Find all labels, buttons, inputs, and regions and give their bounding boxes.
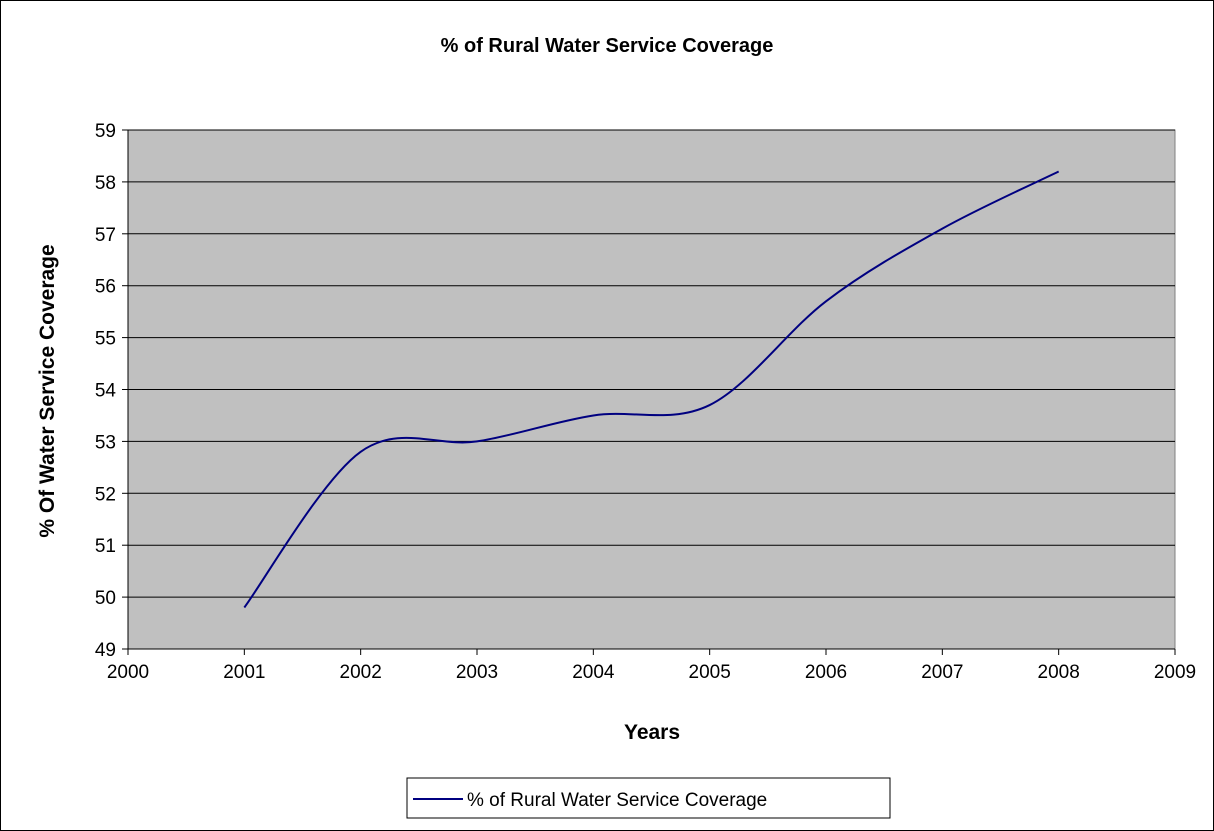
x-tick-label: 2004 <box>572 662 615 683</box>
x-tick-label: 2006 <box>805 662 847 683</box>
y-tick-label: 54 <box>95 381 117 402</box>
x-tick-label: 2009 <box>1154 662 1196 683</box>
x-tick-label: 2008 <box>1038 662 1080 683</box>
y-tick-label: 52 <box>95 484 116 505</box>
y-tick-label: 58 <box>95 173 116 194</box>
x-tick-label: 2007 <box>921 662 963 683</box>
x-axis-ticks: 2000 2001 2002 2003 2004 2005 2006 2007 2008 2009 <box>107 649 1196 683</box>
y-axis-ticks: 49 50 51 52 53 54 55 56 57 58 59 <box>95 121 128 661</box>
x-tick-label: 2002 <box>340 662 382 683</box>
y-tick-label: 49 <box>95 640 116 661</box>
x-tick-label: 2003 <box>456 662 498 683</box>
y-axis-title: % Of Water Service Coverage <box>36 244 59 537</box>
y-tick-label: 53 <box>95 432 116 453</box>
legend: % of Rural Water Service Coverage <box>406 777 891 819</box>
legend-box <box>406 777 891 819</box>
series-line <box>243 170 1060 609</box>
y-tick-label: 59 <box>95 121 116 142</box>
plot-area <box>127 129 1176 650</box>
x-tick-label: 2001 <box>223 662 265 683</box>
y-tick-label: 57 <box>95 225 116 246</box>
x-tick-label: 2005 <box>689 662 731 683</box>
x-axis-title: Years <box>624 721 680 744</box>
x-tick-label: 2000 <box>107 662 149 683</box>
legend-label: % of Rural Water Service Coverage <box>467 790 767 811</box>
y-tick-label: 51 <box>95 536 116 557</box>
chart-title: % of Rural Water Service Coverage <box>441 35 774 57</box>
y-tick-label: 50 <box>95 588 116 609</box>
y-tick-label: 55 <box>95 329 116 350</box>
y-tick-label: 56 <box>95 277 116 298</box>
